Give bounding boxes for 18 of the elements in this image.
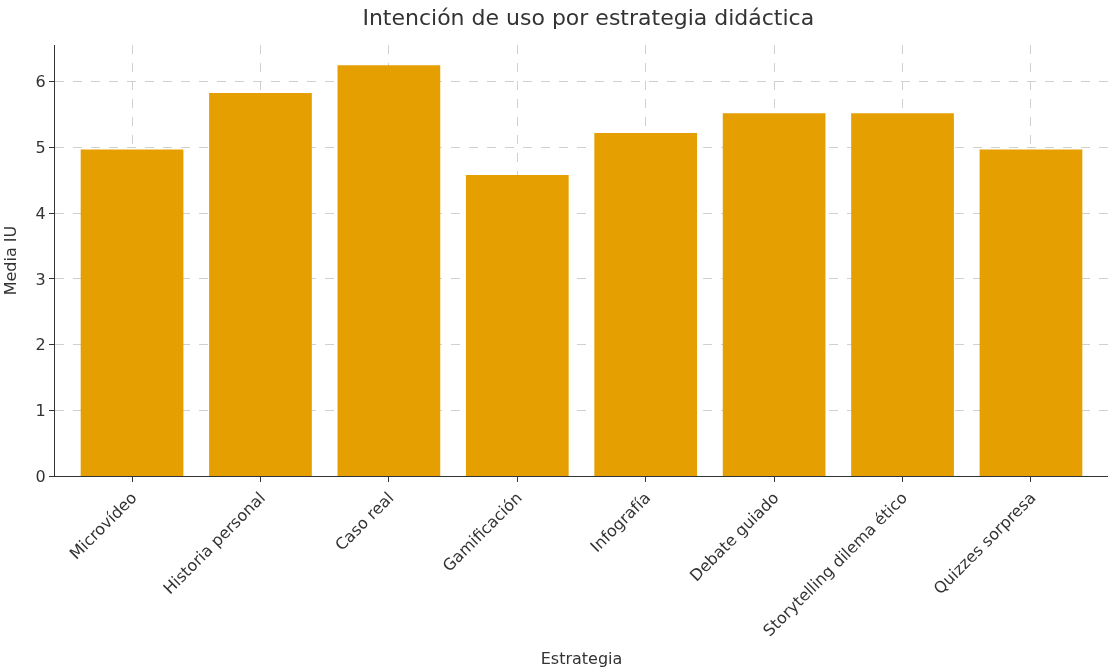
bar [80,149,184,476]
bar [722,113,826,476]
bar [594,133,698,476]
y-tick-label: 4 [35,203,46,223]
y-tick-label: 3 [35,269,46,289]
bar [465,175,569,476]
chart-title: Intención de uso por estrategia didáctica [362,5,815,31]
bar [851,113,954,476]
bar [979,149,1083,476]
y-tick-label: 5 [35,138,46,158]
y-axis-title: Media IU [0,225,20,296]
bar [209,92,312,476]
x-axis-title: Estrategia [540,649,623,668]
y-tick-label: 0 [35,466,46,486]
y-tick-label: 1 [35,400,46,420]
y-tick-label: 6 [35,72,46,92]
bar [337,65,441,476]
y-tick-label: 2 [35,335,46,355]
